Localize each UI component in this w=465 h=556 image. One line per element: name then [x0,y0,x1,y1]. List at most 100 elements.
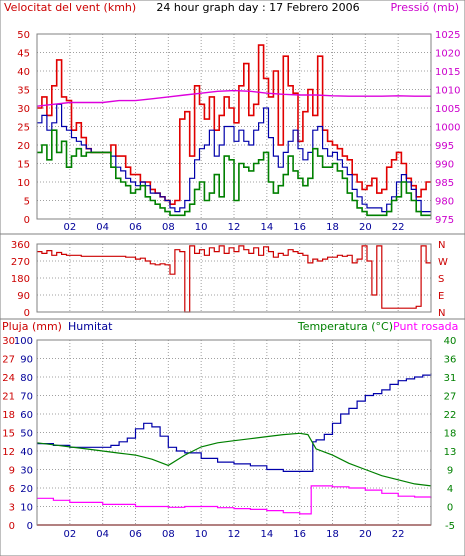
rain-tick: 9 [9,466,15,477]
time-tick: 10 [195,222,208,233]
dew_point-line [37,485,432,515]
temperature-tick: 4 [447,484,453,495]
humidity-tick: 60 [20,410,33,421]
temperature-tick: 36 [444,355,457,366]
rain-axis-title: Pluja (mm) [2,320,62,333]
wind-speed-tick: 15 [17,160,30,171]
humidity-axis-title: Humitat [68,320,113,333]
rain-tick: 27 [2,355,15,366]
direction-degree-tick: 270 [11,257,30,268]
rain-tick: 6 [9,484,15,495]
direction-compass-tick: S [438,274,444,285]
humidity-tick: 80 [20,373,33,384]
temperature-tick: 9 [447,466,453,477]
wind-speed-tick: 45 [17,49,30,60]
wind-speed-tick: 25 [17,123,30,134]
wind-speed-axis-title: Velocitat del vent (kmh) [4,1,136,14]
time-tick: 12 [228,222,241,233]
time-tick: 14 [260,529,273,540]
temperature-tick: 31 [444,373,457,384]
rain-tick: 18 [2,410,15,421]
time-tick: 02 [63,222,76,233]
humidity-tick: 70 [20,392,33,403]
temperature-tick: 13 [444,447,457,458]
direction-compass-tick: W [438,257,448,268]
temperature-tick: 0 [447,503,453,514]
time-tick: 08 [162,529,175,540]
wind-speed-tick: 5 [24,197,30,208]
humidity-line [37,373,432,472]
time-tick: 04 [96,222,109,233]
rain-tick: 12 [2,447,15,458]
time-tick: 12 [228,529,241,540]
rain-tick: 0 [9,521,15,532]
humidity-tick: 10 [20,503,33,514]
direction-panel-series [37,245,431,313]
time-tick: 16 [293,222,306,233]
pressure-tick: 1025 [435,30,460,41]
direction-degree-ticks: 360 270 180 90 0 [11,240,30,319]
pressure-tick: 1015 [435,67,460,78]
humidity-tick: 30 [20,466,33,477]
humidity-tick: 100 [14,336,33,347]
humidity-tick: 20 [20,484,33,495]
rain-tick: 21 [2,392,15,403]
climate-time-ticks: 02 04 06 08 10 12 14 16 18 20 22 [63,529,404,540]
time-tick: 20 [359,529,372,540]
direction-degree-tick: 180 [11,274,30,285]
temperature-tick: 40 [444,336,457,347]
wind-time-ticks: 02 04 06 08 10 12 14 16 18 20 22 [63,222,404,233]
direction-compass-tick: N [438,308,445,319]
wind-speed-tick: 35 [17,86,30,97]
chart-title: 24 hour graph day : 17 Febrero 2006 [156,1,359,14]
temperature-tick: -5 [445,521,455,532]
direction-compass-tick: N [438,240,445,251]
wind-speed-tick: 0 [24,215,30,226]
direction-compass-tick: E [438,291,444,302]
direction-panel-frame [36,243,432,313]
time-tick: 10 [195,529,208,540]
pressure-tick: 995 [435,141,454,152]
rain-tick: 24 [2,373,15,384]
wind_direction-line [37,245,431,313]
dew-point-axis-title: Punt rosada [393,320,458,333]
direction-degree-tick: 90 [17,291,30,302]
humidity-tick: 50 [20,429,33,440]
pressure-tick: 1000 [435,123,460,134]
temperature-line [36,432,432,487]
time-tick: 22 [392,529,405,540]
pressure-ticks: 1025 1020 1015 1010 1005 1000 995 990 985 980 975 [435,30,460,226]
pressure-tick: 975 [435,215,454,226]
pressure-tick: 990 [435,160,454,171]
pressure-axis-title: Pressió (mb) [390,1,459,14]
time-tick: 18 [326,222,339,233]
time-tick: 06 [129,529,142,540]
time-tick: 16 [293,529,306,540]
temperature-tick: 18 [444,429,457,440]
wind-panel-series [36,44,431,217]
pressure-tick: 980 [435,197,454,208]
time-tick: 02 [63,529,76,540]
humidity-tick: 0 [27,521,33,532]
temperature-tick: 22 [444,410,457,421]
direction-panel-grid [37,244,431,312]
rain-tick: 30 [2,336,15,347]
pressure-tick: 1005 [435,104,460,115]
wind-speed-tick: 40 [17,67,30,78]
wind-speed-tick: 20 [17,141,30,152]
time-tick: 14 [260,222,273,233]
wind_low-line [37,129,431,217]
time-tick: 04 [96,529,109,540]
rain-tick: 15 [2,429,15,440]
temperature-tick: 27 [444,392,457,403]
pressure-line [36,89,431,107]
wind-speed-tick: 30 [17,104,30,115]
climate-panel-grid [37,340,431,525]
wind-panel-grid [37,34,431,219]
direction-degree-tick: 360 [11,240,30,251]
